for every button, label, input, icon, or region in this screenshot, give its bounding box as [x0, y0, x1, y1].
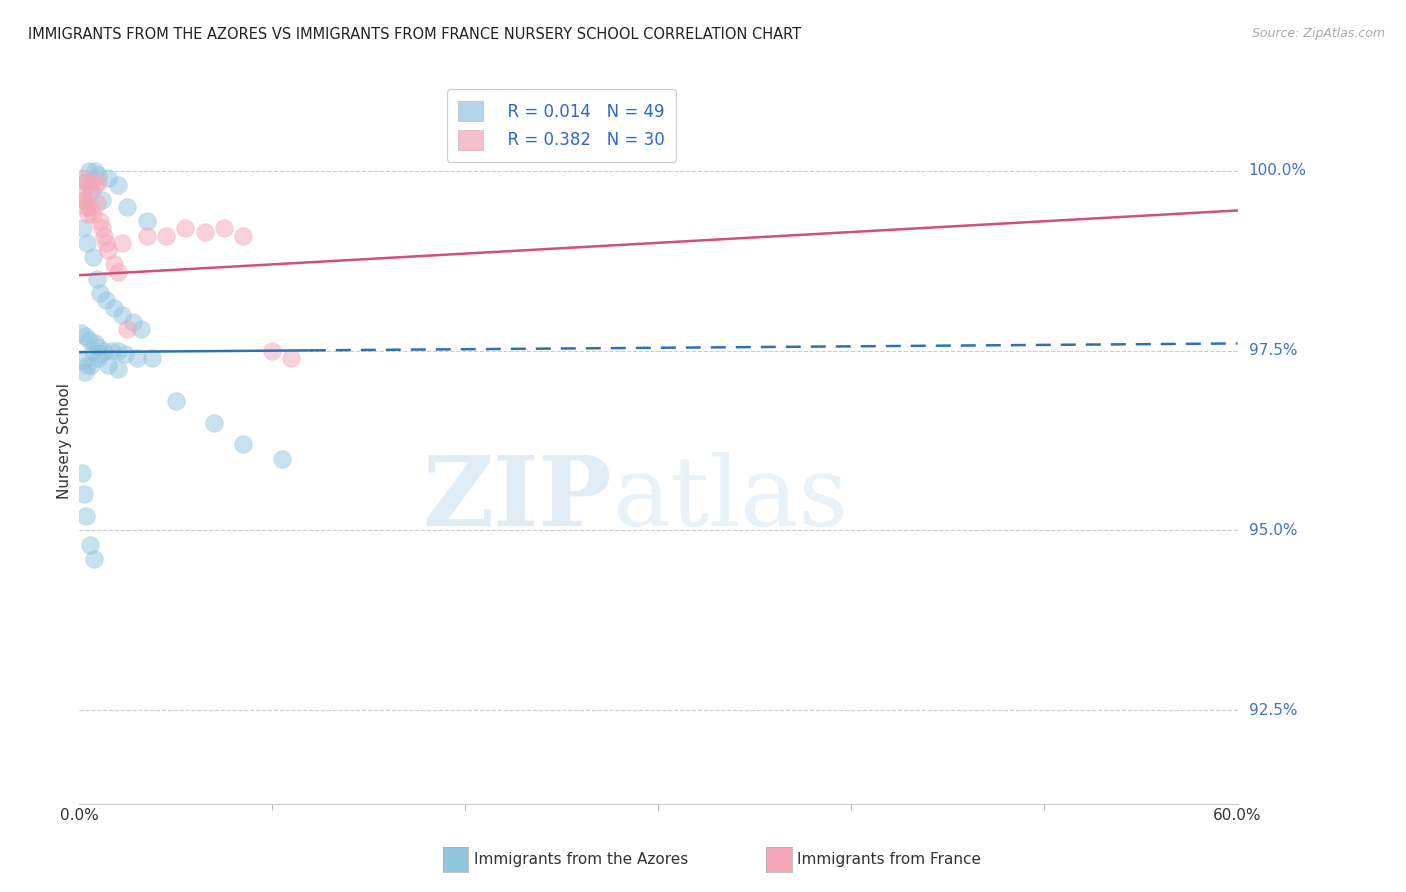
Point — [97, 171, 120, 186]
Point — [83, 336, 105, 351]
Point — [135, 214, 157, 228]
Point — [72, 221, 94, 235]
Text: 97.5%: 97.5% — [1249, 343, 1298, 359]
Point — [117, 200, 139, 214]
Point — [73, 487, 96, 501]
Point — [93, 343, 115, 358]
Point — [73, 329, 96, 343]
Point — [70, 466, 93, 480]
Point — [141, 351, 163, 365]
Point — [270, 451, 292, 466]
Point — [72, 354, 94, 368]
Point — [76, 175, 98, 189]
Text: Immigrants from France: Immigrants from France — [797, 853, 981, 867]
Point — [91, 221, 114, 235]
Point — [194, 225, 217, 239]
Point — [86, 196, 108, 211]
Text: Immigrants from the Azores: Immigrants from the Azores — [474, 853, 688, 867]
Text: IMMIGRANTS FROM THE AZORES VS IMMIGRANTS FROM FRANCE NURSERY SCHOOL CORRELATION : IMMIGRANTS FROM THE AZORES VS IMMIGRANTS… — [28, 27, 801, 42]
Text: Source: ZipAtlas.com: Source: ZipAtlas.com — [1251, 27, 1385, 40]
Point — [75, 509, 97, 524]
Point — [202, 416, 225, 430]
Point — [75, 200, 97, 214]
Text: 95.0%: 95.0% — [1249, 523, 1298, 538]
Point — [87, 175, 110, 189]
Point — [80, 358, 103, 372]
Point — [87, 340, 110, 354]
Point — [103, 301, 125, 315]
Point — [79, 538, 101, 552]
Point — [82, 250, 104, 264]
Point — [129, 322, 152, 336]
Point — [107, 361, 129, 376]
Point — [114, 347, 136, 361]
Point — [96, 293, 118, 308]
Point — [89, 347, 111, 361]
Point — [232, 228, 254, 243]
Point — [96, 235, 118, 250]
Point — [107, 264, 129, 278]
Point — [155, 228, 177, 243]
Point — [89, 286, 111, 301]
Point — [76, 235, 98, 250]
Point — [82, 343, 104, 358]
Point — [122, 315, 145, 329]
Point — [82, 207, 104, 221]
Point — [83, 552, 105, 566]
Point — [91, 193, 114, 207]
Point — [97, 358, 120, 372]
Point — [70, 186, 93, 200]
Point — [87, 351, 110, 365]
Point — [76, 358, 98, 372]
Legend:   R = 0.014   N = 49,   R = 0.382   N = 30: R = 0.014 N = 49, R = 0.382 N = 30 — [447, 89, 676, 161]
Point — [280, 351, 302, 365]
Point — [232, 437, 254, 451]
Point — [77, 333, 100, 347]
Point — [77, 200, 100, 214]
Text: atlas: atlas — [612, 451, 848, 546]
Point — [89, 214, 111, 228]
Point — [110, 308, 132, 322]
Point — [97, 243, 120, 257]
Text: 100.0%: 100.0% — [1249, 163, 1306, 178]
Point — [103, 257, 125, 271]
Point — [107, 343, 129, 358]
Point — [107, 178, 129, 193]
Point — [135, 228, 157, 243]
Point — [87, 168, 110, 182]
Point — [80, 186, 103, 200]
Point — [77, 164, 100, 178]
Text: 92.5%: 92.5% — [1249, 703, 1298, 718]
Point — [70, 326, 93, 340]
Point — [83, 178, 105, 193]
Point — [73, 193, 96, 207]
Point — [93, 228, 115, 243]
Point — [101, 343, 124, 358]
Y-axis label: Nursery School: Nursery School — [58, 383, 72, 499]
Point — [76, 207, 98, 221]
Point — [212, 221, 235, 235]
Point — [165, 394, 187, 409]
Point — [73, 175, 96, 189]
Point — [72, 171, 94, 186]
Point — [86, 272, 108, 286]
Point — [110, 235, 132, 250]
Point — [262, 343, 284, 358]
Point — [117, 322, 139, 336]
Point — [73, 365, 96, 379]
Point — [174, 221, 197, 235]
Text: ZIP: ZIP — [422, 451, 612, 546]
Point — [73, 193, 96, 207]
Point — [83, 164, 105, 178]
Point — [125, 351, 148, 365]
Point — [80, 178, 103, 193]
